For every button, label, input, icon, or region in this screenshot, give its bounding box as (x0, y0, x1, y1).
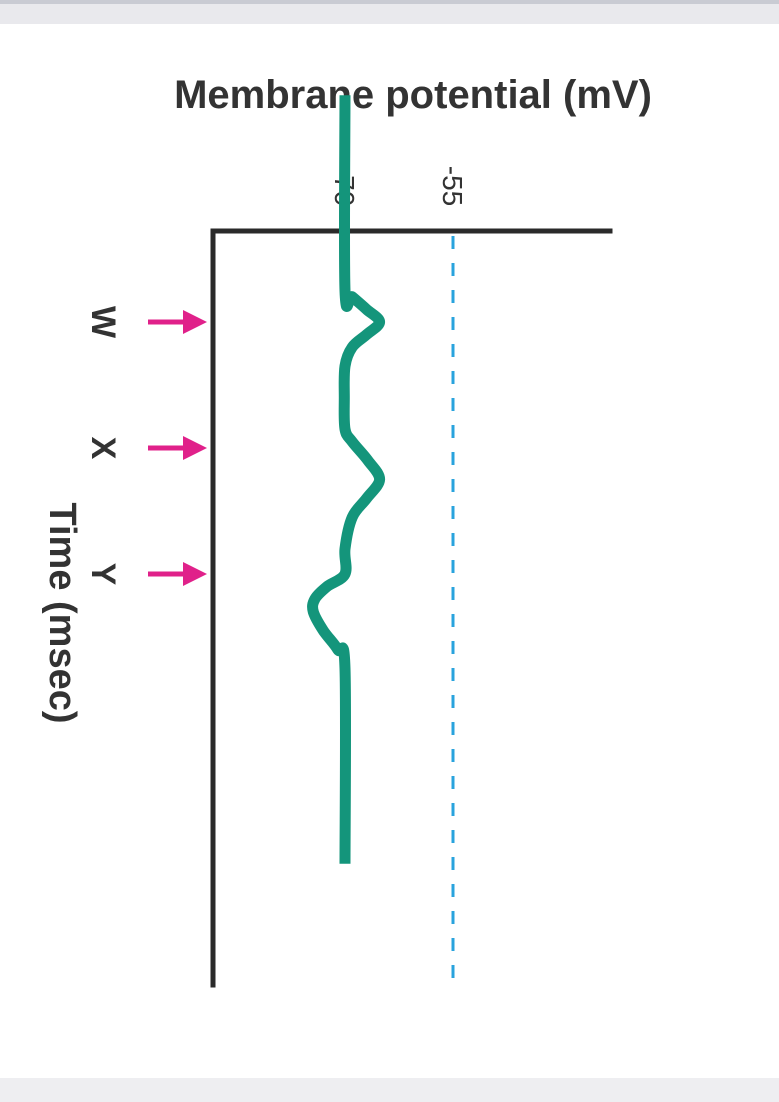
y-tick-label: -55 (437, 166, 468, 206)
stimulus-arrowhead (183, 436, 207, 460)
stimulus-arrowhead (183, 562, 207, 586)
stimulus-markers: W X Y (84, 306, 207, 586)
window-top-bar (0, 0, 779, 24)
stimulus-arrowhead (183, 310, 207, 334)
stimulus-label-y: Y (84, 563, 122, 586)
y-axis-label: Membrane potential (mV) (174, 73, 652, 117)
membrane-potential-trace (307, 95, 386, 864)
stimulus-label-x: X (84, 437, 122, 460)
figure-panel (0, 24, 779, 1078)
x-axis-label: Time (msec) (41, 502, 83, 723)
axes (210, 228, 613, 988)
window-bottom-bar (0, 1078, 779, 1102)
stimulus-label-w: W (84, 306, 122, 339)
